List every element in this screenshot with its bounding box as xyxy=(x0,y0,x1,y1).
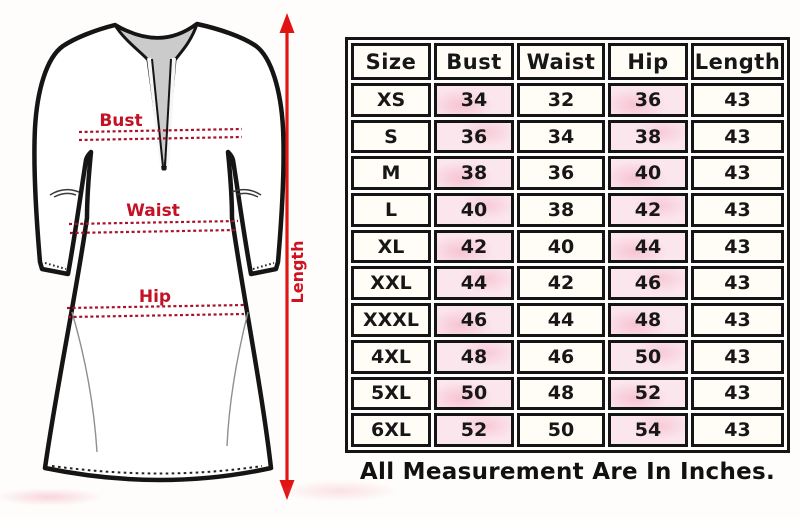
column-header-hip: Hip xyxy=(608,43,688,80)
value-cell: 43 xyxy=(691,83,784,117)
value-cell: 50 xyxy=(608,339,688,374)
size-row-xs: XS 34 32 36 43 xyxy=(351,83,784,117)
right-cuff-stitches xyxy=(252,262,275,270)
value-cell: 48 xyxy=(517,376,605,411)
waist-line: Waist xyxy=(68,201,239,235)
value-cell: 46 xyxy=(434,303,514,337)
size-row-s: S 36 34 38 43 xyxy=(351,119,784,154)
length-label: Length xyxy=(288,241,307,304)
value-cell: 46 xyxy=(608,266,688,301)
size-cell: 6XL xyxy=(351,413,431,447)
value-cell: 43 xyxy=(691,413,784,447)
value-cell: 38 xyxy=(608,119,688,154)
size-table-body: XS 34 32 36 43 S 36 34 38 43 M 38 36 40 43 L 40 38 42 43 XL 4… xyxy=(351,83,784,447)
header-row: Size Bust Waist Hip Length xyxy=(351,43,784,80)
size-cell: XL xyxy=(351,229,431,264)
drape-folds xyxy=(71,311,249,453)
size-cell: S xyxy=(351,119,431,154)
value-cell: 44 xyxy=(517,303,605,337)
value-cell: 38 xyxy=(517,193,605,227)
bust-label: Bust xyxy=(99,111,142,131)
value-cell: 42 xyxy=(517,266,605,301)
size-row-5xl: 5XL 50 48 52 43 xyxy=(351,376,784,411)
column-header-bust: Bust xyxy=(434,43,514,80)
size-row-6xl: 6XL 52 50 54 43 xyxy=(351,413,784,447)
length-arrow: Length xyxy=(279,13,307,500)
value-cell: 43 xyxy=(691,339,784,374)
value-cell: 43 xyxy=(691,229,784,264)
value-cell: 36 xyxy=(517,156,605,191)
scan-smudge xyxy=(0,488,104,506)
value-cell: 43 xyxy=(691,119,784,154)
bust-line: Bust xyxy=(78,111,243,142)
value-cell: 46 xyxy=(517,339,605,374)
value-cell: 34 xyxy=(517,119,605,154)
size-table-head: Size Bust Waist Hip Length xyxy=(351,43,784,80)
size-row-l: L 40 38 42 43 xyxy=(351,193,784,227)
arrow-down-icon xyxy=(279,480,295,500)
value-cell: 43 xyxy=(691,303,784,337)
value-cell: 34 xyxy=(434,83,514,117)
garment-diagram: Bust Waist Hip Length xyxy=(32,13,307,500)
value-cell: 40 xyxy=(434,193,514,227)
left-cuff-stitches xyxy=(44,262,67,270)
arrow-up-icon xyxy=(279,13,295,33)
value-cell: 52 xyxy=(608,376,688,411)
size-row-xxl: XXL 44 42 46 43 xyxy=(351,266,784,301)
size-row-m: M 38 36 40 43 xyxy=(351,156,784,191)
column-header-waist: Waist xyxy=(517,43,605,80)
size-table: Size Bust Waist Hip Length XS 34 32 36 43 S 36 34 38… xyxy=(345,37,790,453)
value-cell: 43 xyxy=(691,376,784,411)
value-cell: 43 xyxy=(691,156,784,191)
value-cell: 42 xyxy=(434,229,514,264)
value-cell: 50 xyxy=(517,413,605,447)
value-cell: 43 xyxy=(691,266,784,301)
value-cell: 36 xyxy=(608,83,688,117)
value-cell: 54 xyxy=(608,413,688,447)
size-row-xl: XL 42 40 44 43 xyxy=(351,229,784,264)
hip-line: Hip xyxy=(66,287,246,319)
size-cell: 5XL xyxy=(351,376,431,411)
size-cell: XXXL xyxy=(351,303,431,337)
measurement-note: All Measurement Are In Inches. xyxy=(359,459,776,485)
value-cell: 42 xyxy=(608,193,688,227)
value-cell: 48 xyxy=(608,303,688,337)
scan-smudge xyxy=(280,480,400,502)
value-cell: 43 xyxy=(691,193,784,227)
value-cell: 44 xyxy=(434,266,514,301)
value-cell: 52 xyxy=(434,413,514,447)
value-cell: 44 xyxy=(608,229,688,264)
size-row-4xl: 4XL 48 46 50 43 xyxy=(351,339,784,374)
size-cell: XS xyxy=(351,83,431,117)
value-cell: 38 xyxy=(434,156,514,191)
size-cell: XXL xyxy=(351,266,431,301)
value-cell: 36 xyxy=(434,119,514,154)
value-cell: 50 xyxy=(434,376,514,411)
waist-label: Waist xyxy=(126,201,180,221)
size-row-xxxl: XXXL 46 44 48 43 xyxy=(351,303,784,337)
value-cell: 32 xyxy=(517,83,605,117)
value-cell: 40 xyxy=(608,156,688,191)
size-cell: L xyxy=(351,193,431,227)
value-cell: 48 xyxy=(434,339,514,374)
neck-placket xyxy=(113,22,199,171)
column-header-length: Length xyxy=(691,43,784,80)
size-cell: M xyxy=(351,156,431,191)
fold-marks xyxy=(49,188,262,198)
column-header-size: Size xyxy=(351,43,431,80)
hip-label: Hip xyxy=(139,287,171,307)
value-cell: 40 xyxy=(517,229,605,264)
size-cell: 4XL xyxy=(351,339,431,374)
